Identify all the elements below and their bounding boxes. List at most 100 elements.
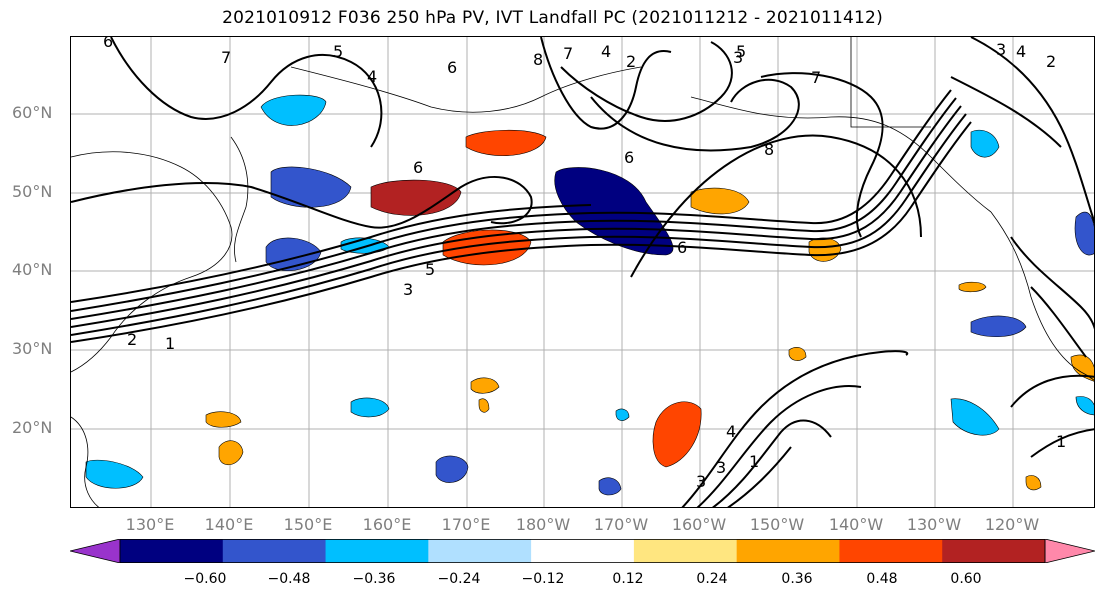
shaded-field: [85, 94, 1094, 496]
colorbar-tick-label: 0.48: [866, 571, 898, 587]
negative-anomaly: [435, 455, 469, 483]
negative-anomaly: [554, 167, 674, 256]
contour-label: 2: [626, 52, 636, 71]
contour-label: 3: [403, 280, 413, 299]
contour-label: 3: [733, 48, 743, 67]
lon-label: 140°W: [828, 515, 884, 534]
contour-label: 5: [736, 42, 746, 61]
negative-anomaly: [950, 398, 1000, 436]
lat-label: 20°N: [12, 418, 53, 437]
contour-label: 2: [127, 330, 137, 349]
colorbar-tick-label: −0.48: [267, 571, 311, 587]
lat-label: 30°N: [12, 339, 53, 358]
contour-label: 3: [696, 472, 706, 491]
colorbar-tick-label: −0.36: [352, 571, 396, 587]
positive-anomaly: [690, 187, 750, 215]
lat-label: 60°N: [12, 103, 53, 122]
contour-label: 6: [624, 148, 634, 167]
contour-label: 8: [533, 50, 543, 69]
negative-anomaly: [1075, 396, 1094, 416]
negative-anomaly: [350, 397, 390, 418]
contour-label: 6: [677, 238, 687, 257]
lon-label: 160°W: [671, 515, 727, 534]
contour-label: 7: [221, 48, 231, 67]
gridlines: [71, 37, 1094, 507]
colorbar-segments: [70, 539, 1095, 563]
contour-label: 1: [749, 452, 759, 471]
lon-label: 160°E: [362, 515, 412, 534]
map-canvas: 6 7 5 4 6 8 7 4 2 3 5 7 6 8 6 6 5 3 2 1 …: [71, 37, 1094, 507]
colorbar-segment: [839, 539, 943, 563]
colorbar-outline: [119, 539, 1046, 563]
positive-anomaly: [465, 129, 547, 156]
contour-label: 5: [425, 260, 435, 279]
colorbar-extend-high: [1044, 539, 1095, 563]
colorbar-segment: [531, 539, 635, 563]
contour-label: 4: [726, 422, 736, 441]
colorbar-tick-label: −0.12: [521, 571, 565, 587]
positive-anomaly: [788, 347, 807, 361]
contour-label: 3: [716, 458, 726, 477]
positive-anomaly: [218, 440, 244, 465]
positive-anomaly: [652, 401, 702, 468]
lon-label: 150°E: [283, 515, 333, 534]
lon-label: 170°E: [441, 515, 491, 534]
negative-anomaly: [270, 166, 352, 208]
contour-label: 6: [103, 37, 113, 51]
contour-label: 3: [996, 40, 1006, 59]
lon-label: 170°W: [593, 515, 649, 534]
positive-anomaly: [808, 237, 842, 262]
contour-label: 7: [563, 44, 573, 63]
contour-label: 4: [367, 67, 377, 86]
colorbar-tick-label: 0.24: [696, 571, 728, 587]
colorbar-segment: [942, 539, 1046, 563]
contour-label: 4: [601, 42, 611, 61]
positive-anomaly: [1070, 354, 1094, 382]
positive-anomaly: [1025, 475, 1042, 491]
lon-label: 120°W: [984, 515, 1040, 534]
colorbar-segment: [120, 539, 224, 563]
negative-anomaly: [970, 129, 1000, 158]
positive-anomaly: [478, 398, 490, 413]
lat-label: 50°N: [12, 182, 53, 201]
contour-label: 1: [1056, 432, 1066, 451]
negative-anomaly: [598, 477, 622, 496]
map-title: 2021010912 F036 250 hPa PV, IVT Landfall…: [222, 8, 883, 28]
contour-labels: 6 7 5 4 6 8 7 4 2 3 5 7 6 8 6 6 5 3 2 1 …: [103, 37, 1066, 491]
colorbar-segment: [428, 539, 532, 563]
contour-label: 6: [413, 158, 423, 177]
colorbar-segment: [633, 539, 738, 563]
negative-anomaly: [260, 94, 327, 126]
colorbar-segment: [325, 539, 429, 563]
colorbar-tick-label: −0.24: [437, 571, 481, 587]
contour-label: 2: [1046, 52, 1056, 71]
pv-contours: [71, 37, 1094, 507]
lon-label: 150°W: [749, 515, 805, 534]
lat-label: 40°N: [12, 260, 53, 279]
negative-anomaly: [85, 459, 144, 489]
contour-label: 8: [764, 140, 774, 159]
colorbar-segment: [222, 539, 327, 563]
map-panel: 6 7 5 4 6 8 7 4 2 3 5 7 6 8 6 6 5 3 2 1 …: [70, 36, 1095, 508]
colorbar-tick-label: 0.12: [612, 571, 644, 587]
negative-anomaly: [970, 315, 1027, 337]
lon-label: 180°W: [515, 515, 571, 534]
colorbar: [70, 539, 1095, 563]
contour-label: 4: [1016, 42, 1026, 61]
negative-anomaly: [1074, 211, 1094, 256]
contour-label: 6: [447, 58, 457, 77]
contour-label: 7: [811, 68, 821, 87]
coastlines: [71, 37, 1094, 507]
colorbar-tick-label: 0.36: [781, 571, 813, 587]
positive-anomaly: [958, 281, 987, 293]
colorbar-extend-low: [70, 539, 121, 563]
positive-anomaly: [205, 411, 242, 428]
lon-label: 130°E: [125, 515, 175, 534]
lon-label: 140°E: [204, 515, 254, 534]
lon-label: 130°W: [906, 515, 962, 534]
colorbar-segment: [736, 539, 840, 563]
contour-label: 1: [165, 334, 175, 353]
contour-label: 5: [333, 42, 343, 61]
colorbar-tick-label: −0.60: [183, 571, 227, 587]
colorbar-tick-label: 0.60: [950, 571, 982, 587]
